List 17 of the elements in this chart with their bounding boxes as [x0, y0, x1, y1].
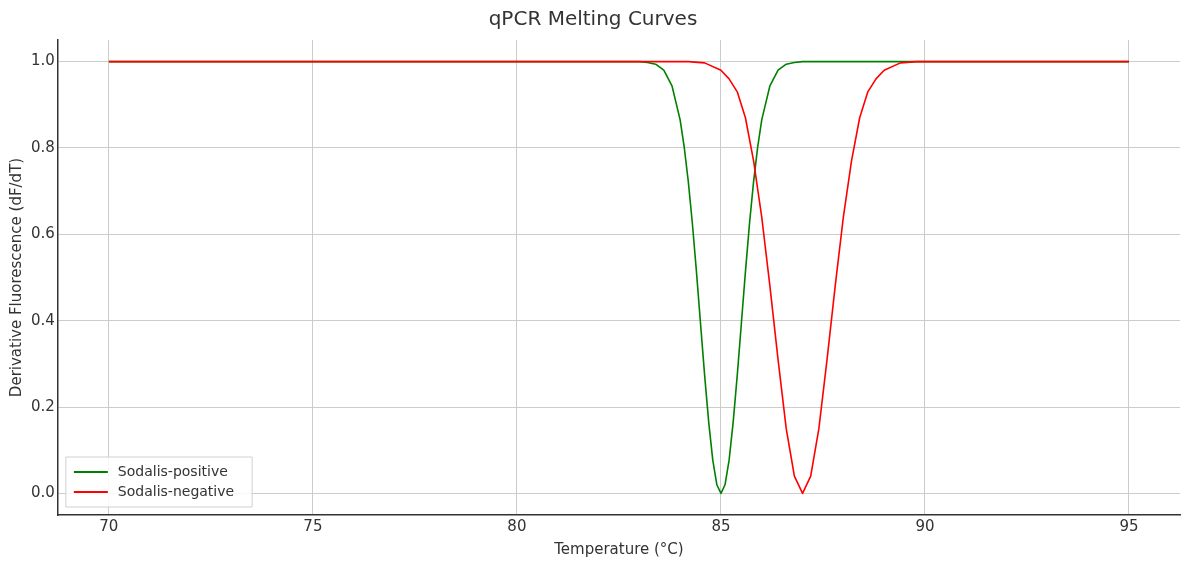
x-tick-label: 90 [915, 516, 935, 535]
x-tick-label: 75 [303, 516, 323, 535]
y-axis-title: Derivative Fluorescence (dF/dT) [6, 157, 25, 398]
x-tick-label: 70 [99, 516, 119, 535]
y-tick-label: 0.6 [31, 224, 55, 243]
y-tick-label: 0.0 [31, 483, 55, 502]
chart-title: qPCR Melting Curves [488, 6, 698, 31]
y-tick-label: 0.8 [31, 137, 55, 156]
y-tick-label: 1.0 [31, 51, 55, 70]
x-axis-title: Temperature (°C) [553, 539, 684, 558]
x-tick-label: 95 [1119, 516, 1139, 535]
x-tick-label: 85 [711, 516, 731, 535]
y-tick-label: 0.4 [31, 310, 55, 329]
legend-label: Sodalis-negative [117, 482, 235, 499]
legend-label: Sodalis-positive [117, 462, 228, 479]
x-tick-label: 80 [507, 516, 527, 535]
y-tick-label: 0.2 [31, 396, 55, 415]
